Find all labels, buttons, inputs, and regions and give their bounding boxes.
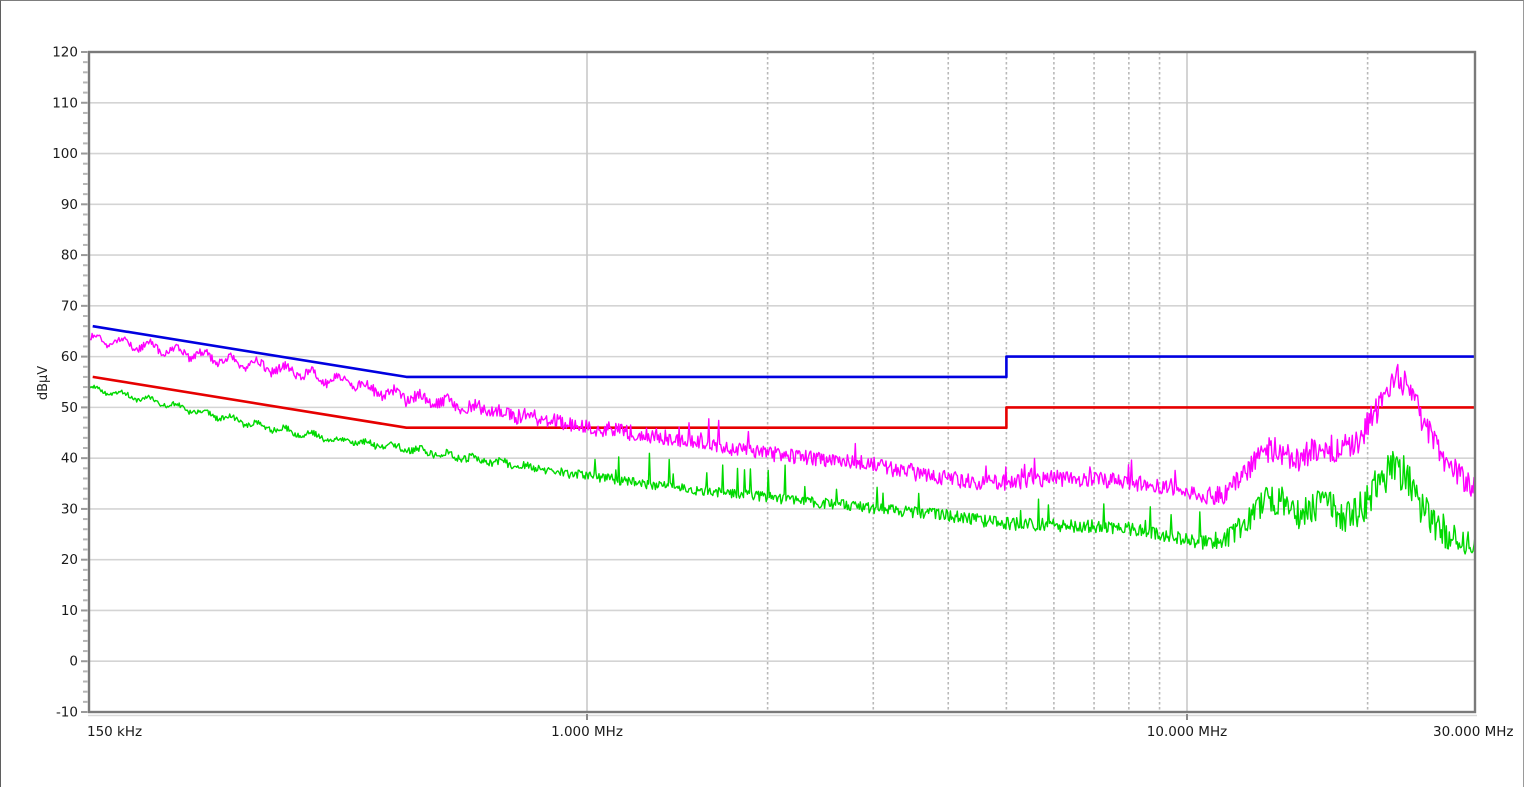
gridlines <box>89 52 1475 713</box>
x-tick-label: 10.000 MHz <box>1147 724 1227 740</box>
y-tick-label: 100 <box>52 146 78 162</box>
x-tick-label: 150 kHz <box>87 724 142 740</box>
axis-ticks <box>81 51 1188 720</box>
y-tick-label: 120 <box>52 45 78 61</box>
y-tick-label: 50 <box>61 400 78 416</box>
average-measurement-trace <box>88 384 1476 555</box>
y-tick-label: 0 <box>69 654 78 670</box>
y-axis-title: dBµV <box>36 366 51 400</box>
peak-measurement-trace <box>88 332 1476 505</box>
y-tick-label: 40 <box>61 451 78 467</box>
y-tick-label: 80 <box>61 248 78 264</box>
x-tick-label: 30.000 MHz <box>1433 724 1513 740</box>
plot-frame <box>87 50 1477 717</box>
average-limit-line <box>92 375 1475 429</box>
x-axis-tick-labels: 150 kHz 1.000 MHz 10.000 MHz 30.000 MHz <box>87 724 1513 740</box>
y-tick-label: 30 <box>61 501 78 517</box>
y-tick-label: 110 <box>52 95 78 111</box>
quasi-peak-limit-line <box>92 324 1475 379</box>
plot-border <box>87 50 1477 714</box>
y-tick-label: -10 <box>56 705 78 721</box>
x-tick-label: 1.000 MHz <box>551 724 623 740</box>
y-tick-label: 60 <box>61 349 78 365</box>
y-tick-label: 10 <box>61 603 78 619</box>
y-tick-label: 20 <box>61 552 78 568</box>
measurement-traces <box>88 324 1476 555</box>
y-tick-label: 70 <box>61 298 78 314</box>
y-tick-label: 90 <box>61 197 78 213</box>
